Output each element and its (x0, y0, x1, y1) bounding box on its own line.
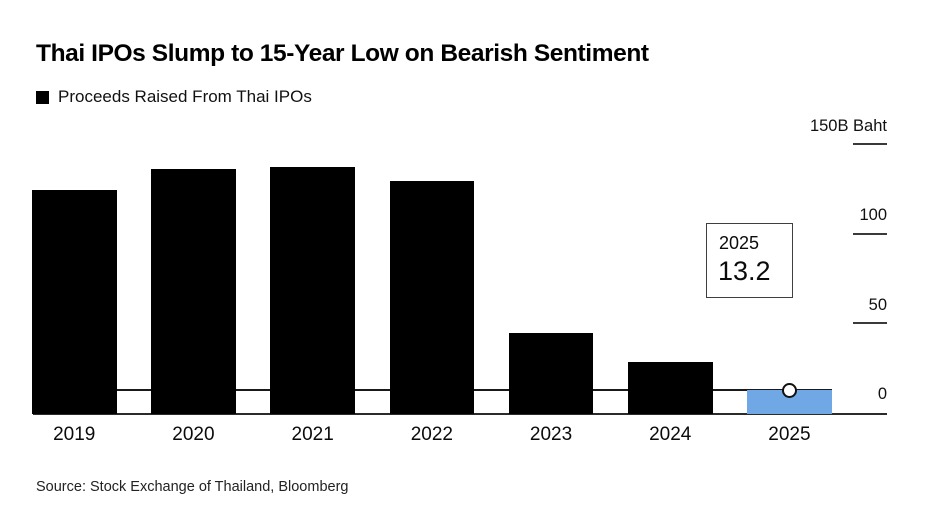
x-axis-label-2021: 2021 (291, 424, 334, 445)
x-axis-label-2019: 2019 (53, 424, 96, 445)
bar-2023 (508, 333, 594, 414)
bar-2021 (270, 166, 355, 414)
y-axis-label-0: 0 (877, 385, 887, 403)
x-axis-label-2022: 2022 (410, 424, 453, 445)
x-axis-line (33, 413, 887, 415)
bar-2024 (628, 362, 713, 414)
x-axis-label-2023: 2023 (529, 424, 573, 445)
y-axis-label-150: 150B Baht (809, 116, 887, 135)
chart-title: Thai IPOs Slump to 15-Year Low on Bearis… (36, 40, 649, 67)
bar-2019 (32, 190, 117, 414)
y-axis-tick-50 (853, 322, 887, 324)
x-axis-label-2020: 2020 (172, 424, 215, 445)
annotation-year: 2025 (719, 233, 760, 253)
bar-2022 (389, 181, 475, 414)
legend: Proceeds Raised From Thai IPOs (36, 87, 312, 107)
y-axis-tick-100 (853, 232, 887, 235)
y-axis-label-100: 100 (859, 206, 887, 224)
latest-value-marker-icon (781, 382, 797, 398)
y-axis-tick-150 (853, 143, 887, 145)
y-axis-label-50: 50 (868, 295, 887, 314)
x-axis-label-2024: 2024 (649, 424, 692, 445)
source-note: Source: Stock Exchange of Thailand, Bloo… (36, 479, 349, 495)
bar-2025 (747, 390, 832, 414)
x-axis-label-2025: 2025 (768, 424, 811, 445)
annotation-box: 2025 13.2 (706, 223, 793, 298)
legend-swatch-icon (36, 90, 49, 104)
legend-label: Proceeds Raised From Thai IPOs (58, 87, 312, 106)
annotation-value: 13.2 (718, 256, 771, 286)
bar-2020 (151, 168, 236, 414)
